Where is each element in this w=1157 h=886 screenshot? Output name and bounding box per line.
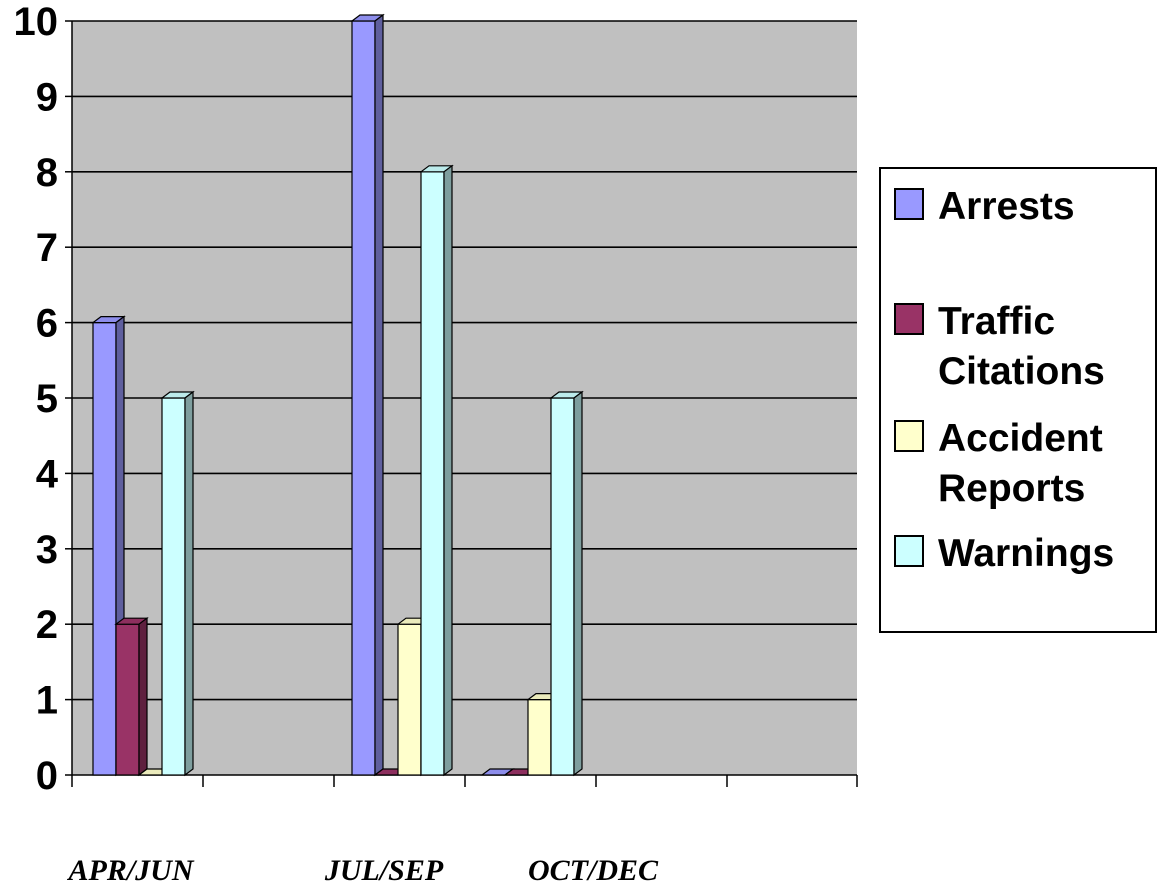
y-tick-label: 3 (36, 528, 58, 572)
legend-item: Accident Reports (894, 417, 1103, 510)
legend-box (879, 167, 1157, 633)
y-tick-label: 2 (36, 603, 58, 647)
bar (350, 13, 385, 777)
y-tick-label: 1 (36, 679, 58, 723)
gridlines (72, 20, 857, 701)
legend-label: Citations (938, 350, 1105, 393)
x-category-label: APR/JUN (66, 854, 194, 886)
legend-label: Arrests (938, 185, 1075, 228)
y-tick-label: 0 (36, 754, 58, 798)
legend-label: Accident (938, 417, 1103, 460)
legend-item: Warnings (894, 532, 1114, 575)
bar (114, 617, 149, 777)
legend-item: Arrests (894, 185, 1075, 228)
y-tick-label: 9 (36, 75, 58, 119)
legend-label: Reports (938, 467, 1085, 510)
y-tick-label: 7 (36, 226, 58, 270)
bar (160, 390, 195, 777)
bar (419, 164, 454, 777)
legend-swatch (894, 535, 924, 567)
legend-swatch (894, 303, 924, 335)
x-axis: APR/JUN JUL/SEP OCT/DEC (66, 774, 858, 886)
legend-swatch (894, 420, 924, 452)
y-tick-label: 6 (36, 302, 58, 346)
bar (549, 390, 584, 777)
y-tick-label: 4 (36, 452, 59, 496)
y-tick-label: 8 (36, 151, 58, 195)
legend-swatch (894, 188, 924, 220)
y-axis: 0 1 2 3 4 5 6 7 8 9 10 (14, 0, 73, 798)
legend-item: Traffic Citations (894, 300, 1105, 393)
bars (91, 13, 584, 777)
legend-label: Traffic (938, 300, 1055, 343)
x-category-label: JUL/SEP (324, 854, 444, 886)
x-category-label: OCT/DEC (528, 854, 659, 886)
legend-label: Warnings (938, 532, 1114, 575)
legend: Arrests Traffic Citations Accident Reports Wa… (879, 167, 1157, 633)
y-tick-label: 5 (36, 377, 58, 421)
y-tick-label: 10 (14, 0, 59, 44)
